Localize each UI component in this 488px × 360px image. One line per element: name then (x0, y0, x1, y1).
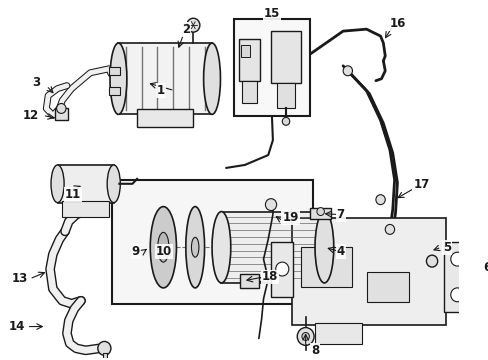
Bar (58, 165, 114, 203)
Ellipse shape (212, 212, 230, 283)
Circle shape (426, 255, 437, 267)
Ellipse shape (314, 212, 333, 283)
Ellipse shape (110, 43, 126, 114)
Circle shape (450, 288, 463, 302)
Circle shape (275, 262, 288, 276)
Text: 3: 3 (33, 76, 41, 89)
Bar (240, 274, 258, 288)
Text: 8: 8 (310, 344, 319, 357)
Bar (109, 67, 120, 75)
Bar (270, 31, 301, 83)
Text: 6: 6 (483, 261, 488, 274)
Circle shape (343, 66, 352, 76)
Bar (241, 45, 250, 57)
Circle shape (265, 199, 276, 211)
Circle shape (464, 262, 473, 272)
Bar (62, 201, 109, 216)
Bar (443, 242, 469, 312)
Bar (366, 272, 408, 302)
Bar (233, 19, 310, 116)
Circle shape (186, 18, 200, 32)
Bar (239, 39, 259, 81)
Bar (55, 108, 68, 120)
Bar (276, 83, 295, 108)
Bar (270, 242, 293, 297)
Bar (112, 180, 312, 304)
Text: 5: 5 (443, 241, 450, 254)
Bar (301, 247, 352, 287)
Circle shape (282, 117, 289, 125)
Text: 17: 17 (412, 178, 428, 191)
Ellipse shape (150, 207, 176, 288)
Ellipse shape (191, 237, 199, 257)
Bar (310, 208, 330, 220)
Circle shape (301, 333, 309, 341)
Bar (314, 323, 361, 345)
Circle shape (316, 208, 324, 216)
Ellipse shape (185, 207, 204, 288)
Text: 7: 7 (336, 208, 344, 221)
Bar (221, 212, 324, 283)
Circle shape (385, 224, 394, 234)
Text: 2: 2 (182, 23, 190, 36)
Text: 1: 1 (157, 84, 165, 97)
Bar (137, 109, 193, 127)
Ellipse shape (107, 165, 120, 203)
Text: 14: 14 (8, 320, 25, 333)
Text: 11: 11 (65, 188, 81, 201)
Ellipse shape (158, 232, 169, 262)
Circle shape (467, 265, 470, 269)
Circle shape (450, 252, 463, 266)
Circle shape (98, 341, 111, 355)
Text: 10: 10 (156, 245, 172, 258)
Bar (291, 217, 445, 325)
Text: 15: 15 (263, 7, 280, 20)
Bar (102, 353, 107, 360)
Ellipse shape (203, 43, 220, 114)
Bar (242, 81, 257, 103)
Text: 9: 9 (131, 245, 140, 258)
Text: 19: 19 (282, 211, 298, 224)
Circle shape (375, 195, 385, 204)
Circle shape (297, 328, 313, 345)
Ellipse shape (51, 165, 64, 203)
Bar (109, 87, 120, 95)
Text: 12: 12 (22, 109, 39, 122)
Bar (118, 43, 212, 114)
Text: 4: 4 (336, 245, 344, 258)
Text: 18: 18 (261, 270, 278, 283)
Text: 16: 16 (389, 17, 406, 30)
Circle shape (57, 103, 66, 113)
Text: 13: 13 (11, 273, 27, 285)
